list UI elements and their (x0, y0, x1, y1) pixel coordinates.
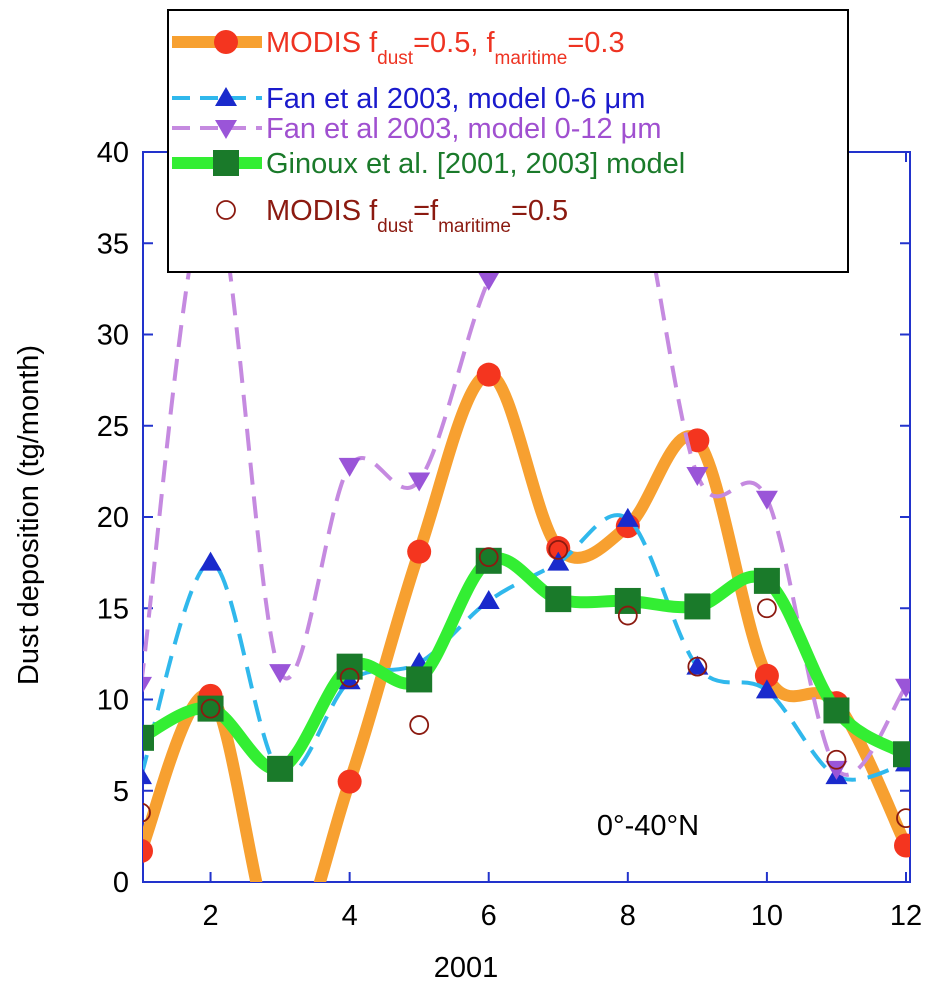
plot-area (143, 152, 910, 882)
y-tick-label: 15 (97, 593, 129, 625)
marker (547, 551, 570, 571)
y-tick-label: 25 (97, 411, 129, 443)
marker (478, 547, 499, 568)
y-axis-label: Dust deposition (tg/month) (13, 345, 45, 685)
y-tick-label: 35 (97, 228, 129, 260)
legend-label: Fan et al 2003, model 0-12 μm (266, 113, 662, 145)
legend-label-part: Fan et al 2003, model 0-12 μm (266, 113, 662, 145)
marker (143, 802, 151, 823)
legend-label: Fan et al 2003, model 0-6 μm (266, 83, 645, 115)
legend-label-part: Fan et al 2003, model 0-6 μm (266, 83, 645, 115)
marker (406, 666, 433, 693)
marker (476, 362, 501, 387)
marker (408, 472, 431, 492)
legend-label-part: maritime (438, 216, 511, 237)
marker (687, 656, 708, 677)
legend-box (167, 9, 849, 273)
marker (686, 655, 709, 675)
marker (616, 507, 639, 527)
marker (267, 755, 294, 782)
marker (337, 769, 362, 794)
y-tick-label: 40 (97, 137, 129, 169)
series-line (143, 368, 910, 882)
legend-marker (216, 200, 236, 220)
y-tick-label: 20 (97, 502, 129, 534)
marker (477, 271, 500, 291)
legend-label-part: Ginoux et al. [2001, 2003] model (266, 148, 685, 180)
legend-marker (213, 150, 239, 176)
legend-label-part: MODIS f (266, 27, 378, 59)
marker (545, 586, 572, 613)
x-tick-label: 4 (342, 900, 358, 932)
legend-label-part: =0.5 (511, 195, 568, 227)
legend-label-part: =0.5, f (413, 27, 495, 59)
x-tick-label: 6 (481, 900, 497, 932)
marker (143, 768, 152, 785)
x-tick-label: 10 (751, 900, 783, 932)
y-tick-label: 30 (97, 320, 129, 352)
marker (686, 467, 709, 487)
marker (143, 724, 154, 751)
legend-marker (215, 120, 237, 139)
marker (407, 539, 432, 564)
legend-marker (214, 30, 238, 54)
marker (823, 697, 850, 724)
legend-label-part: dust (377, 216, 414, 237)
legend-label-part: MODIS f (266, 195, 378, 227)
x-tick-label: 12 (890, 900, 922, 932)
series-line (143, 513, 907, 782)
marker (757, 598, 777, 619)
marker (896, 808, 910, 829)
marker (409, 715, 430, 735)
marker (754, 663, 779, 688)
marker (825, 760, 848, 780)
legend-label: MODIS fdust=0.5, fmaritime=0.3 (266, 27, 625, 69)
marker (339, 667, 360, 688)
legend-label-part: dust (377, 48, 414, 69)
marker (755, 679, 778, 699)
marker (200, 698, 221, 719)
marker (143, 676, 152, 693)
marker (755, 490, 778, 510)
series-line (143, 152, 908, 777)
marker (269, 664, 292, 684)
x-axis-label: 2001 (434, 952, 499, 984)
legend-label-part: =0.3 (567, 27, 624, 59)
y-tick-label: 10 (97, 685, 129, 717)
marker (685, 428, 710, 453)
marker (548, 539, 569, 560)
marker (753, 567, 780, 594)
legend-label: Ginoux et al. [2001, 2003] model (266, 148, 685, 180)
marker (477, 589, 500, 609)
marker (894, 833, 910, 858)
legend-label: MODIS fdust=fmaritime=0.5 (266, 195, 568, 237)
marker (893, 741, 910, 768)
annotation: 0°-40°N (597, 810, 699, 842)
marker (617, 605, 638, 626)
x-tick-label: 8 (620, 900, 636, 932)
marker (143, 839, 153, 863)
legend-marker (215, 87, 237, 106)
y-tick-label: 0 (113, 867, 129, 899)
marker (199, 551, 222, 571)
marker (684, 593, 711, 620)
x-tick-label: 2 (202, 900, 218, 932)
marker (826, 749, 847, 770)
y-tick-label: 5 (113, 776, 129, 808)
marker (895, 678, 910, 698)
legend-label-part: maritime (495, 48, 568, 69)
series-line (143, 552, 910, 776)
marker (614, 587, 641, 614)
legend-label-part: =f (413, 195, 439, 227)
marker (338, 457, 361, 477)
